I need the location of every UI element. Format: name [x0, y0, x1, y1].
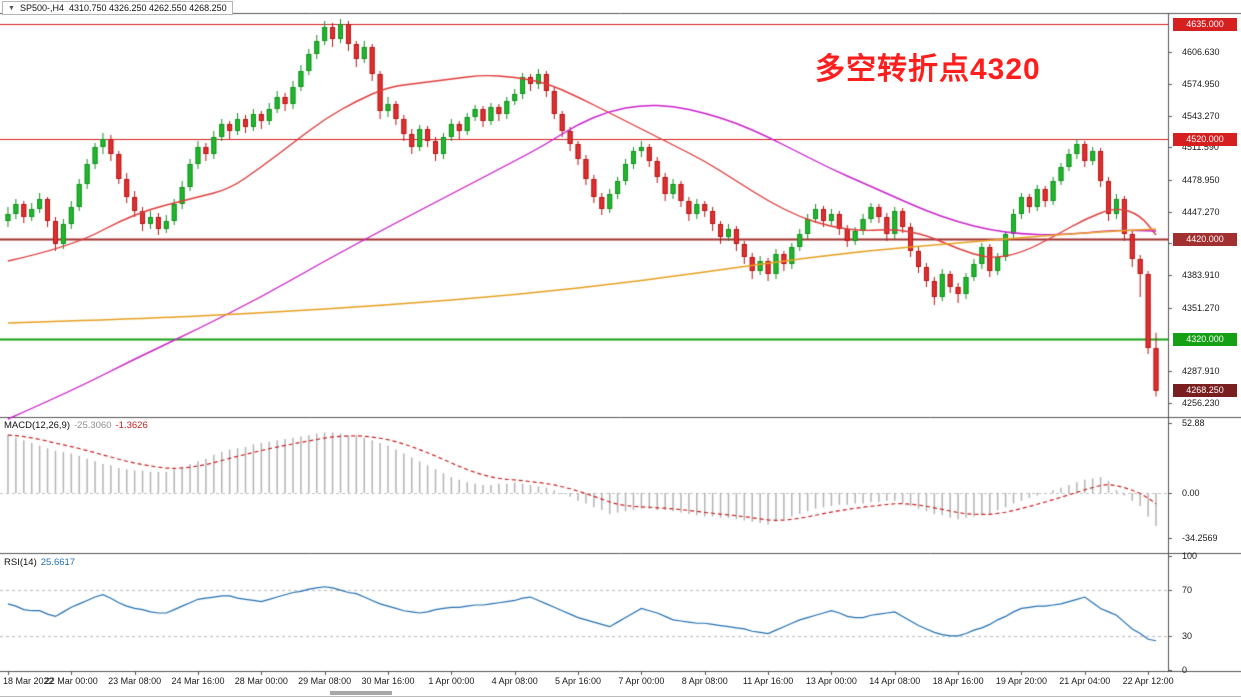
- macd-axis-tick: 52.88: [1182, 418, 1205, 429]
- macd-main-value: -25.3060: [74, 420, 112, 431]
- time-axis-label: 5 Apr 16:00: [555, 676, 602, 686]
- macd-signal-value: -1.3626: [115, 420, 148, 431]
- price-level-badge: 4635.000: [1173, 17, 1237, 31]
- time-axis-label: 23 Mar 08:00: [108, 676, 162, 686]
- time-axis-label: 19 Apr 20:00: [995, 676, 1047, 686]
- time-axis-label: 8 Apr 08:00: [681, 676, 728, 686]
- price-axis-tick: 4383.910: [1182, 270, 1220, 281]
- time-axis-label: 7 Apr 00:00: [618, 676, 665, 686]
- rsi-axis-tick: 0: [1182, 665, 1188, 675]
- symbol-timeframe-label: SP500-,H4: [19, 3, 64, 13]
- time-axis-label: 24 Mar 16:00: [171, 676, 225, 686]
- rsi-value: 25.6617: [40, 557, 76, 568]
- rsi-axis-tick: 100: [1182, 551, 1198, 561]
- price-axis-tick: 4287.910: [1182, 366, 1220, 377]
- trend-annotation-text: 多空转折点4320: [815, 53, 1041, 86]
- price-axis-tick: 4574.950: [1182, 79, 1220, 90]
- macd-axis-tick: 0.00: [1182, 487, 1200, 498]
- time-axis-label: 1 Apr 00:00: [428, 676, 475, 686]
- time-axis-label: 21 Apr 04:00: [1059, 676, 1111, 686]
- price-axis-tick: 4606.630: [1182, 47, 1220, 58]
- time-axis-label: 18 Mar 2022: [3, 676, 54, 686]
- price-level-badge: 4520.000: [1173, 132, 1237, 146]
- time-axis-label: 30 Mar 16:00: [361, 676, 415, 686]
- chevron-down-icon[interactable]: ▼: [8, 4, 15, 12]
- price-axis-tick: 4478.950: [1182, 175, 1220, 186]
- price-axis-tick: 4543.270: [1182, 110, 1220, 121]
- rsi-indicator-label: RSI(14) 25.6617: [4, 557, 79, 568]
- macd-indicator-label: MACD(12,26,9) -25.3060 -1.3626: [4, 420, 152, 431]
- price-level-badge: 4420.000: [1173, 232, 1237, 246]
- time-axis-label: 29 Mar 08:00: [298, 676, 352, 686]
- current-price-badge: 4268.250: [1173, 384, 1237, 398]
- time-axis-label: 11 Apr 16:00: [742, 676, 794, 686]
- price-level-badge: 4320.000: [1173, 332, 1237, 346]
- rsi-axis-tick: 30: [1182, 630, 1193, 641]
- symbol-ohlc-box[interactable]: ▼ SP500-,H4 4310.750 4326.250 4262.550 4…: [2, 1, 233, 15]
- price-axis-tick: 4447.270: [1182, 206, 1220, 217]
- ohlc-values: 4310.750 4326.250 4262.550 4268.250: [68, 3, 227, 13]
- rsi-name: RSI(14): [4, 557, 37, 568]
- time-axis-label: 28 Mar 00:00: [234, 676, 288, 686]
- time-axis-label: 13 Apr 00:00: [805, 676, 857, 686]
- price-axis-tick: 4351.270: [1182, 302, 1220, 313]
- price-axis-tick: 4256.230: [1182, 397, 1220, 408]
- rsi-axis-tick: 70: [1182, 585, 1193, 596]
- macd-name: MACD(12,26,9): [4, 420, 70, 431]
- time-axis-label: 14 Apr 08:00: [869, 676, 921, 686]
- price-axis-tick: 4511.590: [1182, 142, 1219, 153]
- time-axis-label: 22 Apr 12:00: [1122, 676, 1174, 686]
- time-axis-label: 4 Apr 08:00: [491, 676, 538, 686]
- time-axis-label: 18 Apr 16:00: [932, 676, 984, 686]
- horizontal-scrollbar-thumb[interactable]: [330, 691, 392, 695]
- macd-axis-tick: -34.2569: [1182, 532, 1218, 543]
- time-axis-label: 22 Mar 00:00: [44, 676, 98, 686]
